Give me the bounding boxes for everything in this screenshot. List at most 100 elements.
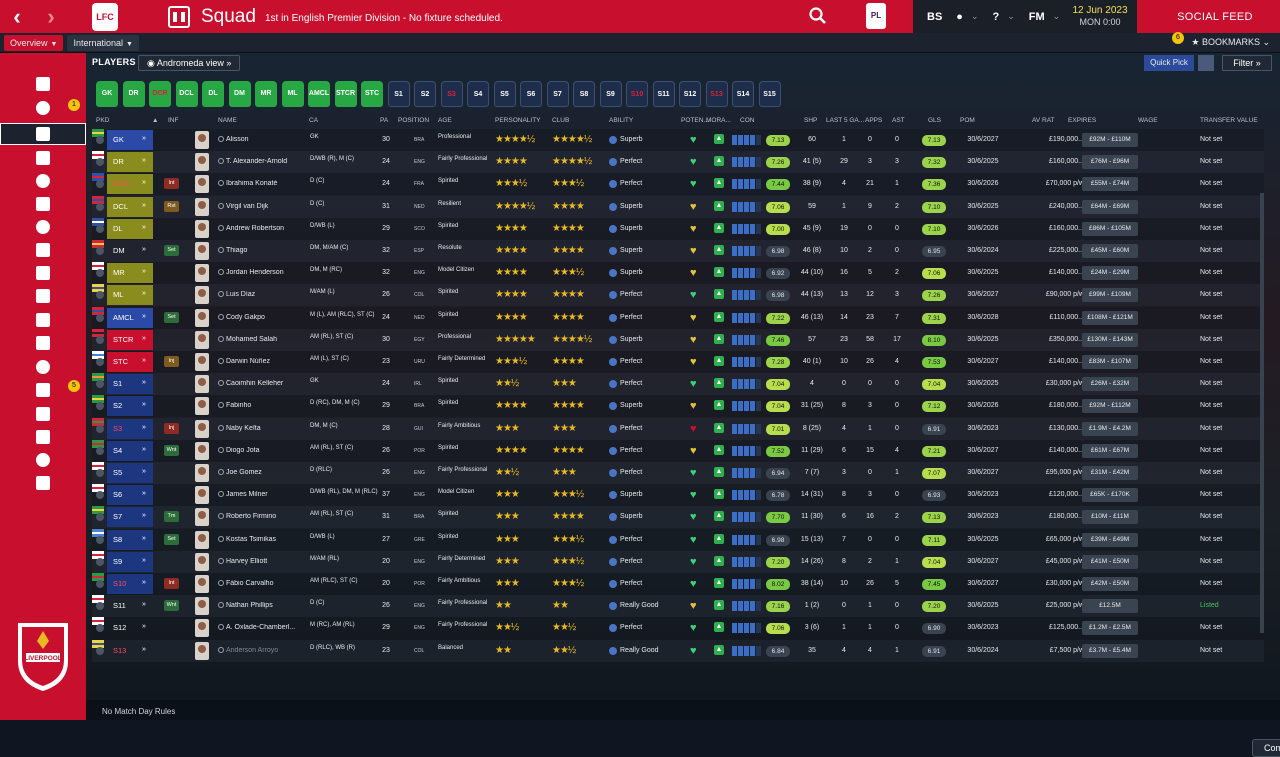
col-pom[interactable]: POM [960, 117, 975, 124]
sidebar-item-squad[interactable] [0, 123, 86, 145]
selected-position[interactable]: STC [107, 352, 153, 372]
selected-position[interactable]: GK [107, 130, 153, 150]
shirt-stcr[interactable]: STCR [334, 81, 357, 107]
shirt-s13[interactable]: S13 [705, 81, 728, 107]
help-icon[interactable]: ? [992, 10, 1000, 23]
player-name[interactable]: Alisson [226, 136, 249, 143]
select-checkbox[interactable] [96, 358, 104, 366]
col-ability[interactable]: ABILITY [609, 117, 634, 124]
selected-position[interactable]: ML [107, 285, 153, 306]
selected-position[interactable]: MR [107, 263, 153, 284]
shirt-stc[interactable]: STC [361, 81, 383, 107]
select-checkbox[interactable] [96, 380, 104, 389]
social-feed-button[interactable]: SOCIAL FEED [1150, 0, 1280, 33]
chevron-down-icon[interactable]: » [142, 623, 146, 631]
quick-pick-button[interactable]: Quick Pick [1144, 55, 1194, 71]
shirt-s7[interactable]: S7 [546, 81, 569, 107]
table-row[interactable]: S1» Caoimhin Kelleher GK 24 IRL Spirited ★★½ ★★… [92, 373, 1264, 396]
shirt-dcr[interactable]: DCR [149, 81, 171, 107]
select-checkbox[interactable] [96, 335, 104, 344]
selected-position[interactable]: S8 [107, 529, 153, 550]
col-gls[interactable]: GLS [928, 117, 942, 124]
select-checkbox[interactable] [96, 424, 104, 433]
select-checkbox[interactable] [96, 136, 104, 144]
player-name[interactable]: Jordan Henderson [226, 269, 284, 277]
player-name[interactable]: Kostas Tsimikas [226, 535, 277, 543]
sidebar-item-scouting[interactable] [0, 356, 86, 378]
fm-icon[interactable]: FM [1028, 10, 1045, 23]
player-name[interactable]: Fábio Carvalho [226, 580, 274, 587]
back-icon[interactable]: ‹ [13, 3, 21, 29]
table-row[interactable]: AMCL» Set Cody Gakpo M (L), AM (RLC), ST (C… [92, 306, 1264, 329]
shirt-gk[interactable]: GK [96, 81, 118, 107]
selected-position[interactable]: S13 [113, 645, 127, 655]
col-ca[interactable]: CA [309, 117, 319, 124]
table-row[interactable]: MR» Jordan Henderson DM, M (RC) 32 ENG Model … [92, 262, 1264, 285]
sidebar-item-medical[interactable] [0, 285, 86, 307]
col-personality[interactable]: PERSONALITY [495, 117, 541, 124]
chevron-down-icon[interactable]: » [142, 534, 146, 542]
shirt-s15[interactable]: S15 [758, 81, 781, 107]
scrollbar[interactable] [1260, 193, 1264, 633]
table-row[interactable]: STCR» Mohamed Salah AM (RL), ST (C) 30 EGY Pr… [92, 328, 1264, 351]
sidebar-item-dynamics[interactable] [0, 147, 86, 169]
tab-international[interactable]: International ▼ [67, 34, 139, 51]
select-checkbox[interactable] [96, 602, 104, 611]
selected-position[interactable]: STCR [107, 329, 153, 350]
select-checkbox[interactable] [96, 158, 104, 167]
shirt-dcl[interactable]: DCL [175, 81, 198, 107]
sidebar-item-training[interactable] [0, 262, 86, 284]
selected-position[interactable]: S2 [107, 396, 153, 417]
select-checkbox[interactable] [96, 646, 104, 655]
selected-position[interactable]: S3 [107, 418, 153, 439]
table-row[interactable]: ML» Luis Díaz M/AM (L) 26 COL Spirited ★★★★ ★★★… [92, 284, 1264, 307]
player-name[interactable]: Mohamed Salah [226, 335, 277, 343]
filter-button[interactable]: Filter » [1222, 55, 1272, 71]
selected-position[interactable]: S10 [107, 574, 153, 594]
shirt-dr[interactable]: DR [122, 81, 145, 107]
table-row[interactable]: GK» Alisson GK 30 BRA Professional ★★★★½ ★★★★½ S… [92, 129, 1264, 151]
table-row[interactable]: S7» Tm Roberto Firmino AM (RL), ST (C) 31 BRA… [92, 506, 1264, 529]
shirt-s12[interactable]: S12 [679, 81, 701, 107]
select-checkbox[interactable] [96, 224, 104, 233]
table-row[interactable]: DR» T. Alexander-Arnold D/WB (R), M (C) 24 E… [92, 151, 1264, 174]
col-con[interactable]: CON [740, 117, 755, 124]
table-row[interactable]: S2» Fabinho D (RC), DM, M (C) 29 BRA Spirited… [92, 395, 1264, 418]
col-age[interactable]: AGE [438, 117, 452, 124]
sidebar-item-data-hub[interactable] [0, 403, 86, 425]
selected-position[interactable]: DM [113, 246, 125, 255]
sidebar-item-finances[interactable] [0, 449, 86, 471]
col-morale[interactable]: MORA... [706, 117, 731, 124]
table-row[interactable]: S3» Inj Naby Keïta DM, M (C) 28 GUI Fairly Amb… [92, 417, 1264, 440]
col-shp[interactable]: SHP [804, 117, 818, 124]
table-row[interactable]: S13 » Anderson Arroyo D (RLC), WB (R) 23 COL B… [92, 639, 1264, 662]
chevron-down-icon[interactable]: » [142, 379, 146, 387]
select-checkbox[interactable] [96, 180, 104, 189]
player-name[interactable]: Darwin Núñez [226, 358, 270, 365]
select-checkbox[interactable] [96, 624, 104, 633]
shirt-s8[interactable]: S8 [573, 81, 595, 107]
selected-position[interactable]: DCL [107, 196, 153, 217]
club-crest-icon[interactable]: LFC [92, 2, 118, 31]
selected-position[interactable]: AMCL [107, 307, 153, 328]
table-row[interactable]: DM » Set Thiago DM, M/AM (C) 32 ESP Resolute ★★★… [92, 240, 1264, 262]
sidebar-item-recruitment[interactable] [0, 379, 86, 401]
sidebar-item-club[interactable] [0, 193, 86, 215]
selected-position[interactable]: S1 [107, 374, 153, 395]
player-name[interactable]: Virgil van Dijk [226, 202, 269, 210]
table-row[interactable]: S11 » Wnt Nathan Phillips D (C) 26 ENG Fairly P… [92, 595, 1264, 618]
select-checkbox[interactable] [96, 202, 104, 211]
select-checkbox[interactable] [96, 557, 104, 566]
table-row[interactable]: DCR» Int Ibrahima Konaté D (C) 24 FRA Spirited… [92, 173, 1264, 196]
chevron-down-icon[interactable]: ⌄ [970, 11, 979, 21]
selected-position[interactable]: S11 [113, 601, 126, 611]
col-avrat[interactable]: AV RAT [1032, 117, 1055, 124]
selected-position[interactable]: S12 [113, 623, 127, 633]
game-date[interactable]: 12 Jun 2023 MON 0:00 [1060, 5, 1140, 27]
shirt-amcl[interactable]: AMCL [308, 81, 330, 107]
table-row[interactable]: S8» Set Kostas Tsimikas D/WB (L) 27 GRE Spirit… [92, 528, 1264, 551]
col-expires[interactable]: EXPIRES [1068, 117, 1097, 124]
chevron-down-icon[interactable]: » [142, 201, 146, 209]
player-name[interactable]: Caoimhin Kelleher [226, 380, 284, 388]
player-name[interactable]: Harvey Elliott [226, 557, 268, 565]
